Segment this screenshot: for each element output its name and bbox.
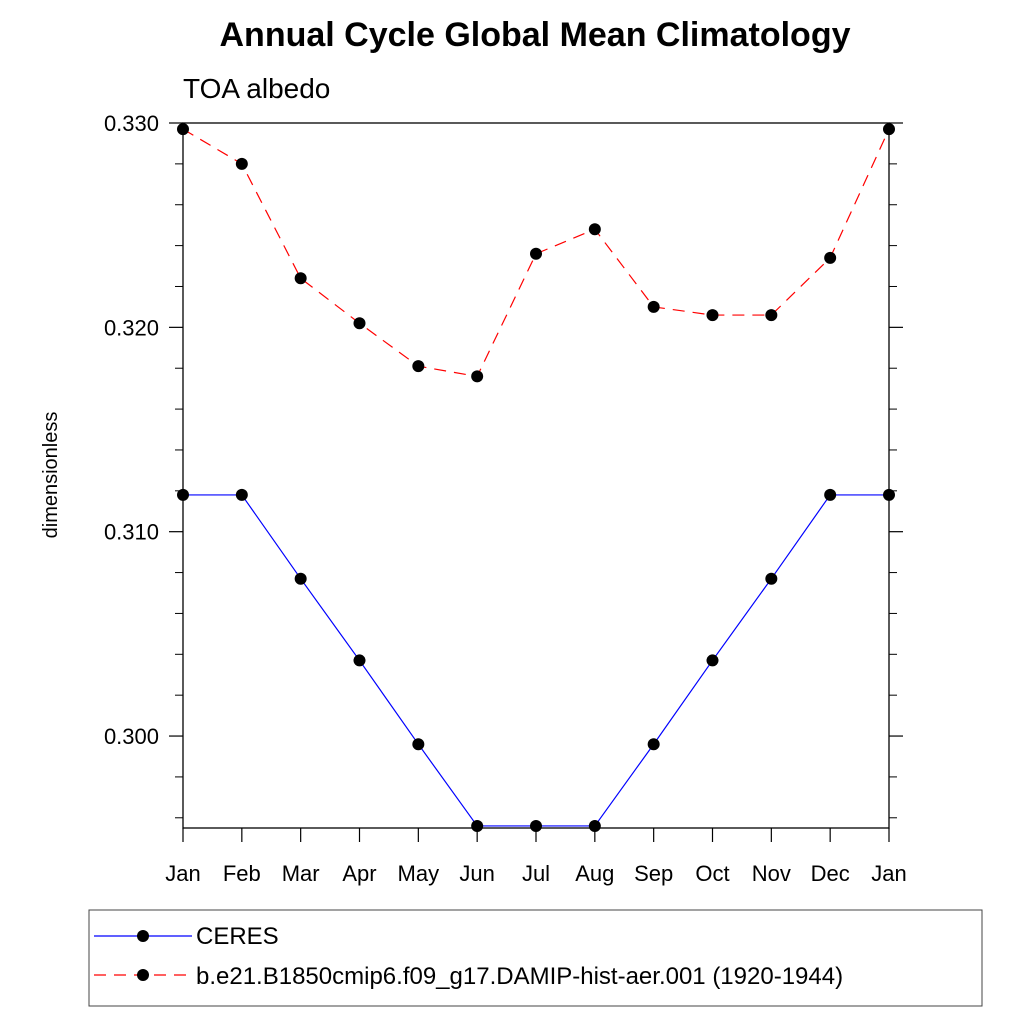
data-point-0 <box>883 488 895 501</box>
series-lines <box>182 128 890 827</box>
data-point-1 <box>235 157 248 170</box>
x-tick-label: Jul <box>522 861 550 886</box>
data-point-1 <box>824 251 837 264</box>
data-point-1 <box>412 360 425 373</box>
data-point-1 <box>471 370 484 383</box>
data-point-0 <box>765 572 778 585</box>
data-point-0 <box>177 488 189 501</box>
x-tick-label: Jan <box>871 861 906 886</box>
x-tick-label: Nov <box>752 861 791 886</box>
series-markers <box>177 123 895 832</box>
data-point-0 <box>824 488 837 501</box>
chart-subtitle: TOA albedo <box>183 73 330 104</box>
legend-label-model: b.e21.B1850cmip6.f09_g17.DAMIP-hist-aer.… <box>196 963 843 990</box>
x-tick-label: Oct <box>695 861 729 886</box>
x-tick-label: Mar <box>282 861 320 886</box>
x-tick-label: Feb <box>223 861 261 886</box>
x-tick-label: Apr <box>342 861 376 886</box>
data-point-1 <box>530 247 542 260</box>
x-tick-label: Sep <box>634 861 673 886</box>
x-tick-label: Dec <box>811 861 850 886</box>
legend-box <box>88 909 983 1007</box>
data-point-0 <box>412 738 425 751</box>
chart-title: Annual Cycle Global Mean Climatology <box>220 16 851 54</box>
data-point-1 <box>647 300 660 313</box>
data-point-1 <box>353 317 366 330</box>
y-tick-label: 0.310 <box>104 520 159 545</box>
data-point-0 <box>235 488 248 501</box>
y-tick-label: 0.330 <box>104 111 159 136</box>
data-point-0 <box>647 738 660 751</box>
legend-marker-ceres <box>137 930 149 942</box>
data-point-1 <box>294 272 307 285</box>
axis-ticks: Jan Feb Mar Apr May Jun Jul Aug Sep Oct Nov Dec Jan 0… <box>104 111 907 886</box>
plot-area-frame <box>182 122 890 829</box>
y-axis-label: dimensionless <box>40 412 62 539</box>
data-point-1 <box>706 309 719 322</box>
data-point-0 <box>706 654 719 667</box>
y-tick-label: 0.300 <box>104 724 159 749</box>
x-tick-label: Jun <box>459 861 494 886</box>
legend-label-ceres: CERES <box>196 923 279 950</box>
data-point-0 <box>294 572 307 585</box>
data-point-1 <box>588 223 601 236</box>
x-tick-label: Jan <box>165 861 200 886</box>
data-point-0 <box>353 654 366 667</box>
legend-marker-model <box>137 969 149 981</box>
y-tick-label: 0.320 <box>104 315 159 340</box>
x-tick-label: Aug <box>575 861 614 886</box>
data-point-0 <box>530 819 542 832</box>
data-point-1 <box>765 309 778 322</box>
data-point-1 <box>883 123 895 136</box>
data-point-1 <box>177 123 189 136</box>
data-point-0 <box>588 819 601 832</box>
x-tick-label: May <box>398 861 440 886</box>
series-line-0 <box>183 494 889 827</box>
legend: CERES b.e21.B1850cmip6.f09_g17.DAMIP-his… <box>88 909 983 1007</box>
data-point-0 <box>471 819 484 832</box>
